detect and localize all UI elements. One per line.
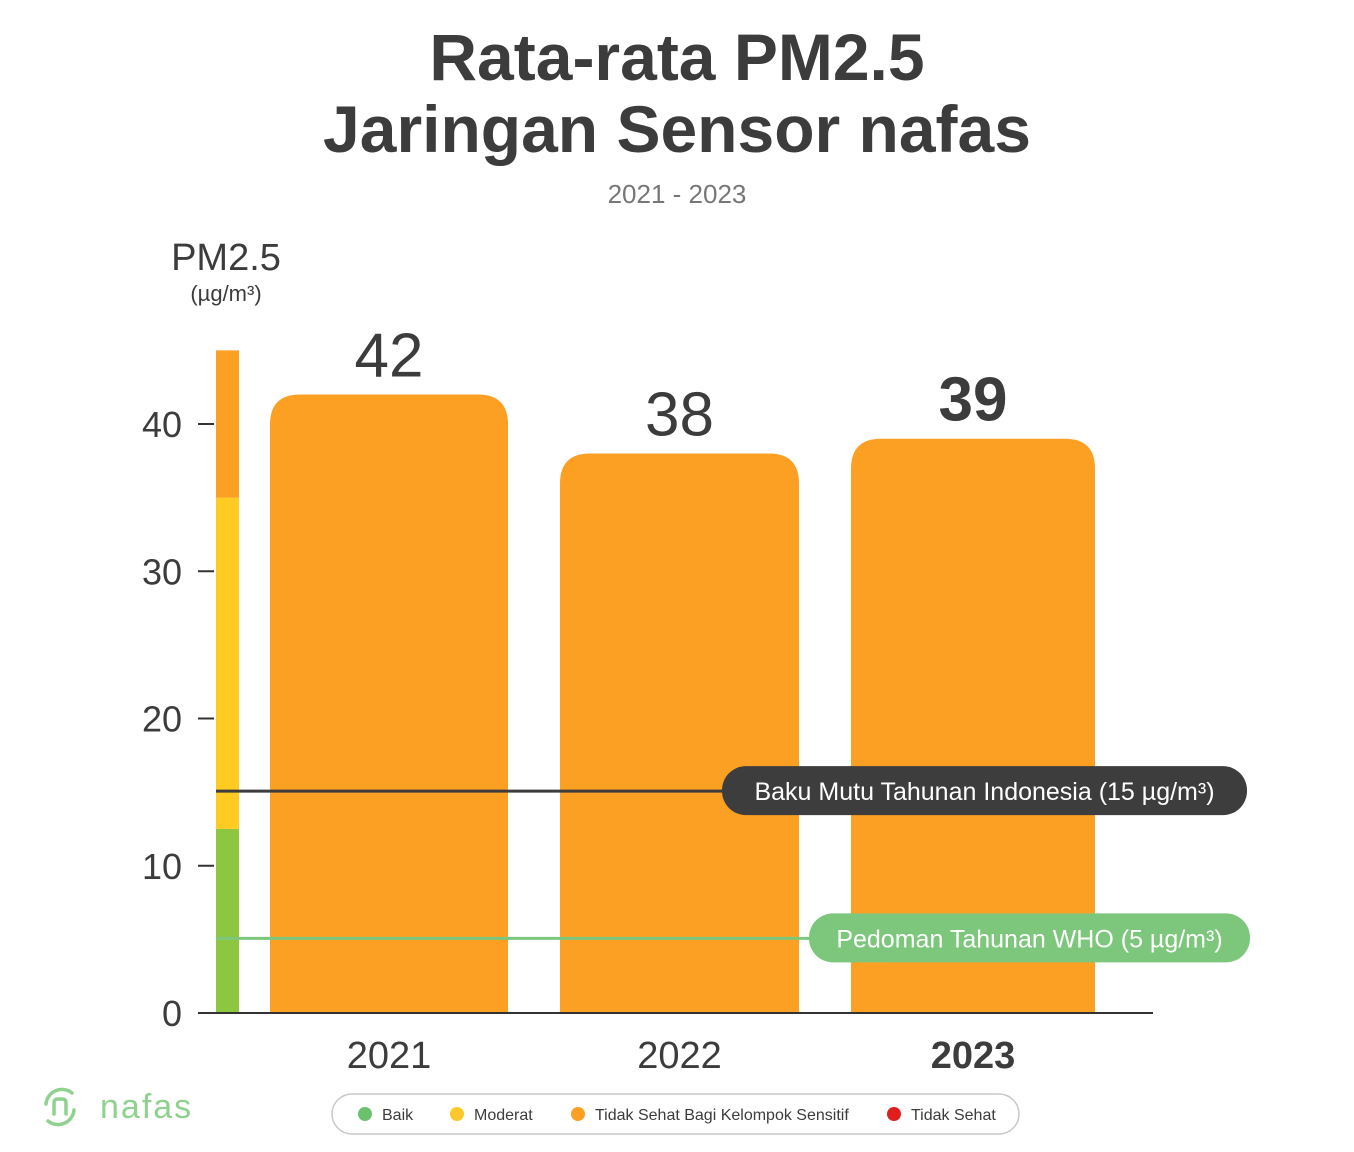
data-label-2022: 38 (645, 380, 714, 449)
nafas-logo-icon (44, 1087, 76, 1127)
x-tick-label-2023: 2023 (931, 1035, 1016, 1077)
legend-label-1: Moderat (474, 1107, 533, 1124)
y-tick-label-20: 20 (142, 699, 182, 740)
bar-2023 (851, 438, 1095, 1014)
data-label-2021: 42 (355, 322, 424, 391)
chart-title-line1: Rata-rata PM2.5 (429, 20, 924, 94)
bar-2022 (560, 453, 799, 1013)
ref-line-label-1: Pedoman Tahunan WHO (5 µg/m³) (836, 925, 1222, 953)
legend-swatch-1 (450, 1107, 464, 1121)
scale-band-2 (216, 350, 239, 498)
ref-line-label-0: Baku Mutu Tahunan Indonesia (15 µg/m³) (754, 778, 1214, 806)
chart-subtitle: 2021 - 2023 (608, 179, 747, 209)
chart-title-line2: Jaringan Sensor nafas (323, 92, 1031, 166)
y-tick-label-30: 30 (142, 551, 182, 592)
legend-label-3: Tidak Sehat (911, 1107, 996, 1124)
legend-label-2: Tidak Sehat Bagi Kelompok Sensitif (595, 1107, 849, 1124)
x-tick-label-2021: 2021 (347, 1035, 432, 1077)
x-tick-label-2022: 2022 (637, 1035, 722, 1077)
y-tick-label-10: 10 (142, 846, 182, 887)
ref-line-pill-0 (722, 766, 1247, 816)
scale-band-0 (216, 828, 239, 1013)
legend-label-0: Baik (382, 1107, 414, 1124)
y-axis-unit: (µg/m³) (190, 281, 261, 306)
nafas-logo: nafas (44, 1087, 193, 1127)
legend-swatch-3 (887, 1107, 901, 1121)
legend-box (331, 1093, 1020, 1135)
legend-swatch-0 (358, 1107, 372, 1121)
logo-text: nafas (100, 1088, 193, 1126)
y-axis-label: PM2.5 (171, 237, 281, 279)
legend-swatch-2 (571, 1107, 585, 1121)
data-label-2023: 39 (939, 366, 1008, 435)
scale-band-1 (216, 497, 239, 829)
y-tick-label-0: 0 (162, 993, 182, 1034)
ref-line-pill-1 (809, 913, 1250, 963)
bar-2021 (270, 394, 508, 1013)
y-tick-label-40: 40 (142, 404, 182, 445)
